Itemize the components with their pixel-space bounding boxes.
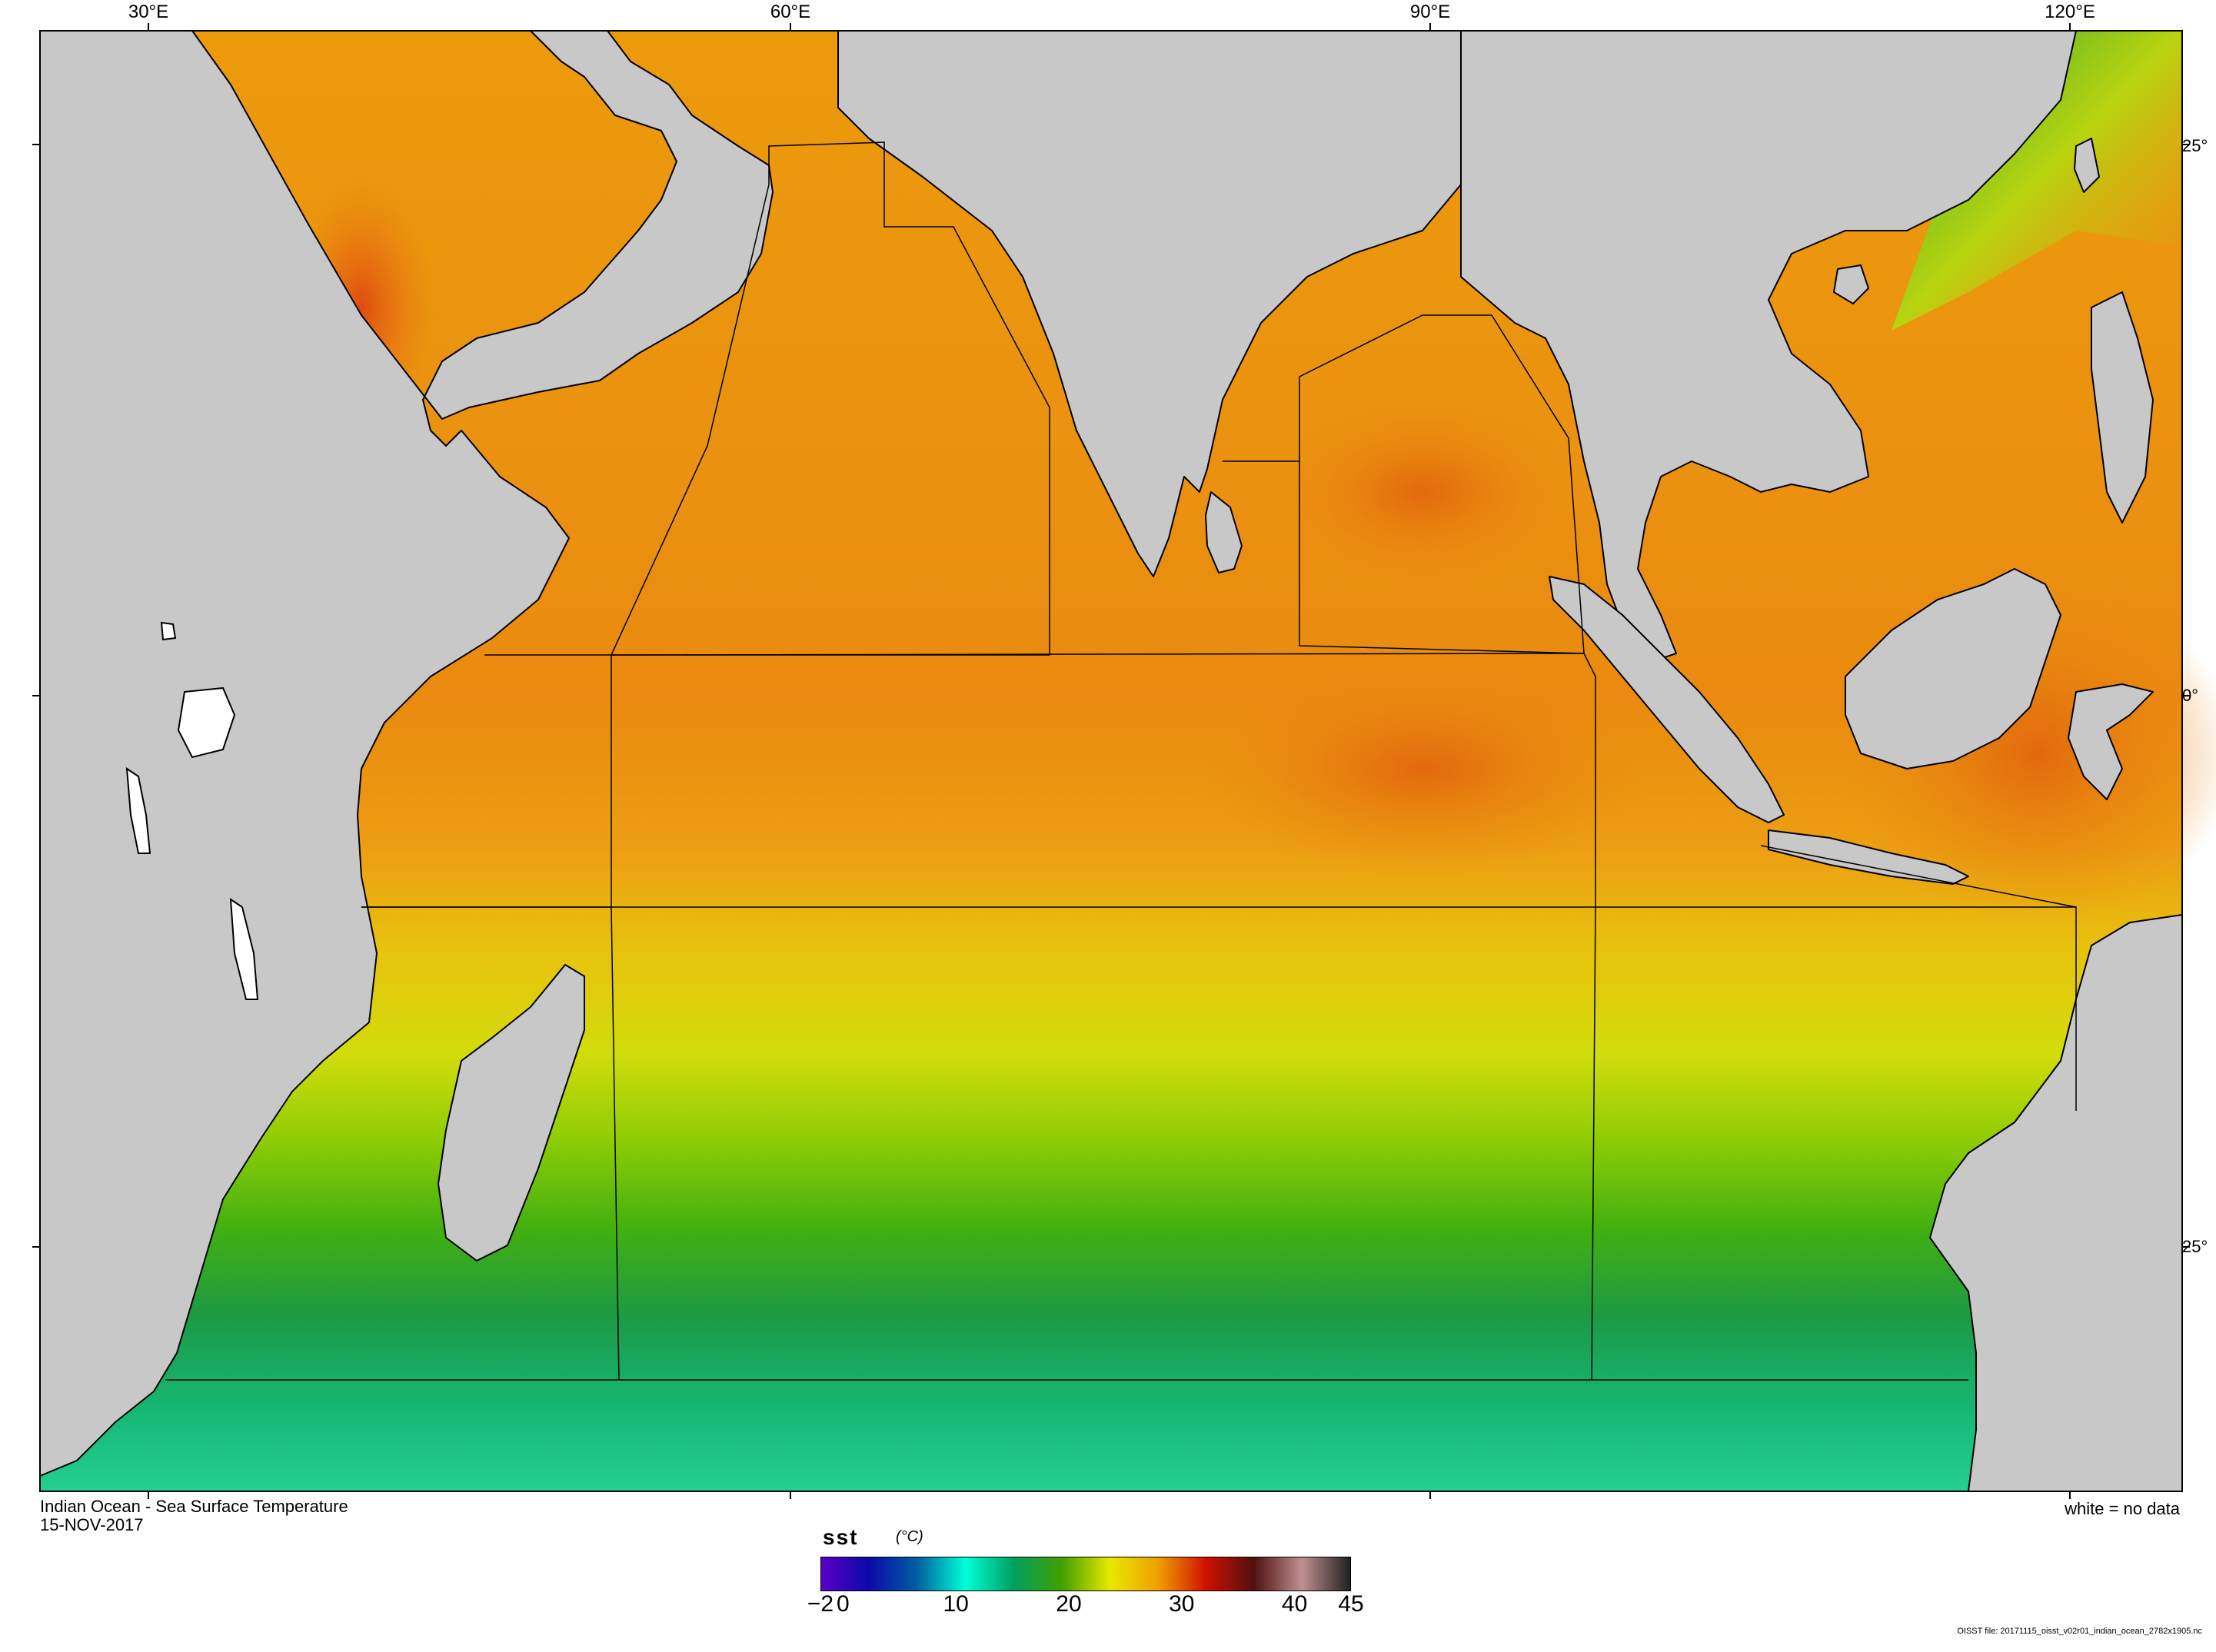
latitude-label-0: 0° (2182, 686, 2199, 705)
colorbar (820, 1557, 1351, 1591)
region-boundaries (165, 141, 2077, 1381)
central-band-box (611, 653, 1596, 908)
taiwan-land (2074, 138, 2100, 193)
southeast-asia-land (1460, 30, 2077, 662)
sumatra-land (1549, 576, 1785, 823)
lake-victoria-nodata (177, 686, 236, 759)
java-land (1768, 829, 1969, 885)
small-lake-nodata (160, 621, 177, 641)
warm-pool-central (1192, 661, 1653, 876)
colorbar-units: (°C) (896, 1528, 923, 1545)
colorbar-tick-label: 45 (1338, 1591, 1364, 1617)
colorbar-tick-label: 10 (943, 1591, 969, 1617)
lake-malawi-nodata (229, 898, 259, 1000)
africa-arabia-land (39, 30, 774, 1477)
colorbar-tick-label: 40 (1281, 1591, 1308, 1617)
sri-lanka-land (1205, 491, 1243, 573)
lake-tanganyika-nodata (125, 767, 151, 854)
file-info: OISST file: 20171115_oisst_v02r01_indian… (1957, 1627, 2202, 1636)
map-frame (39, 30, 2183, 1492)
longitude-label-120e: 120°E (2045, 2, 2095, 22)
arabian-sea-box (610, 141, 1050, 656)
longitude-label-30e: 30°E (128, 2, 169, 22)
map-date: 15-NOV-2017 (40, 1515, 144, 1534)
borneo-land (1845, 568, 2061, 769)
philippines-land (2091, 291, 2154, 524)
no-data-note: white = no data (2065, 1499, 2180, 1518)
no-data-islands (125, 621, 259, 1000)
south-west-box (165, 906, 620, 1381)
pacific-cool-water (1892, 31, 2182, 331)
latitude-label-25s: 25° (2182, 1237, 2208, 1256)
sulawesi-land (2068, 683, 2154, 800)
colorbar-tick-label: 20 (1056, 1591, 1082, 1617)
hainan-land (1833, 264, 1869, 304)
lat-line-2 (1760, 845, 2077, 908)
colorbar-variable: sst (823, 1525, 859, 1549)
tick-marks (32, 23, 2190, 1499)
colorbar-tick-label: 30 (1169, 1591, 1195, 1617)
longitude-label-90e: 90°E (1409, 2, 1451, 22)
longitude-label-60e: 60°E (770, 2, 811, 22)
latitude-label-25n: 25° (2182, 136, 2208, 155)
india-land (837, 30, 1462, 577)
madagascar-land (438, 964, 585, 1261)
colorbar-tick-label: 0 (837, 1591, 850, 1617)
land-masses (39, 30, 2183, 1492)
warm-pool-bay (1269, 400, 1576, 584)
map-title: Indian Ocean - Sea Surface Temperature (40, 1497, 348, 1516)
colorbar-tick-label: −2 (807, 1591, 834, 1617)
